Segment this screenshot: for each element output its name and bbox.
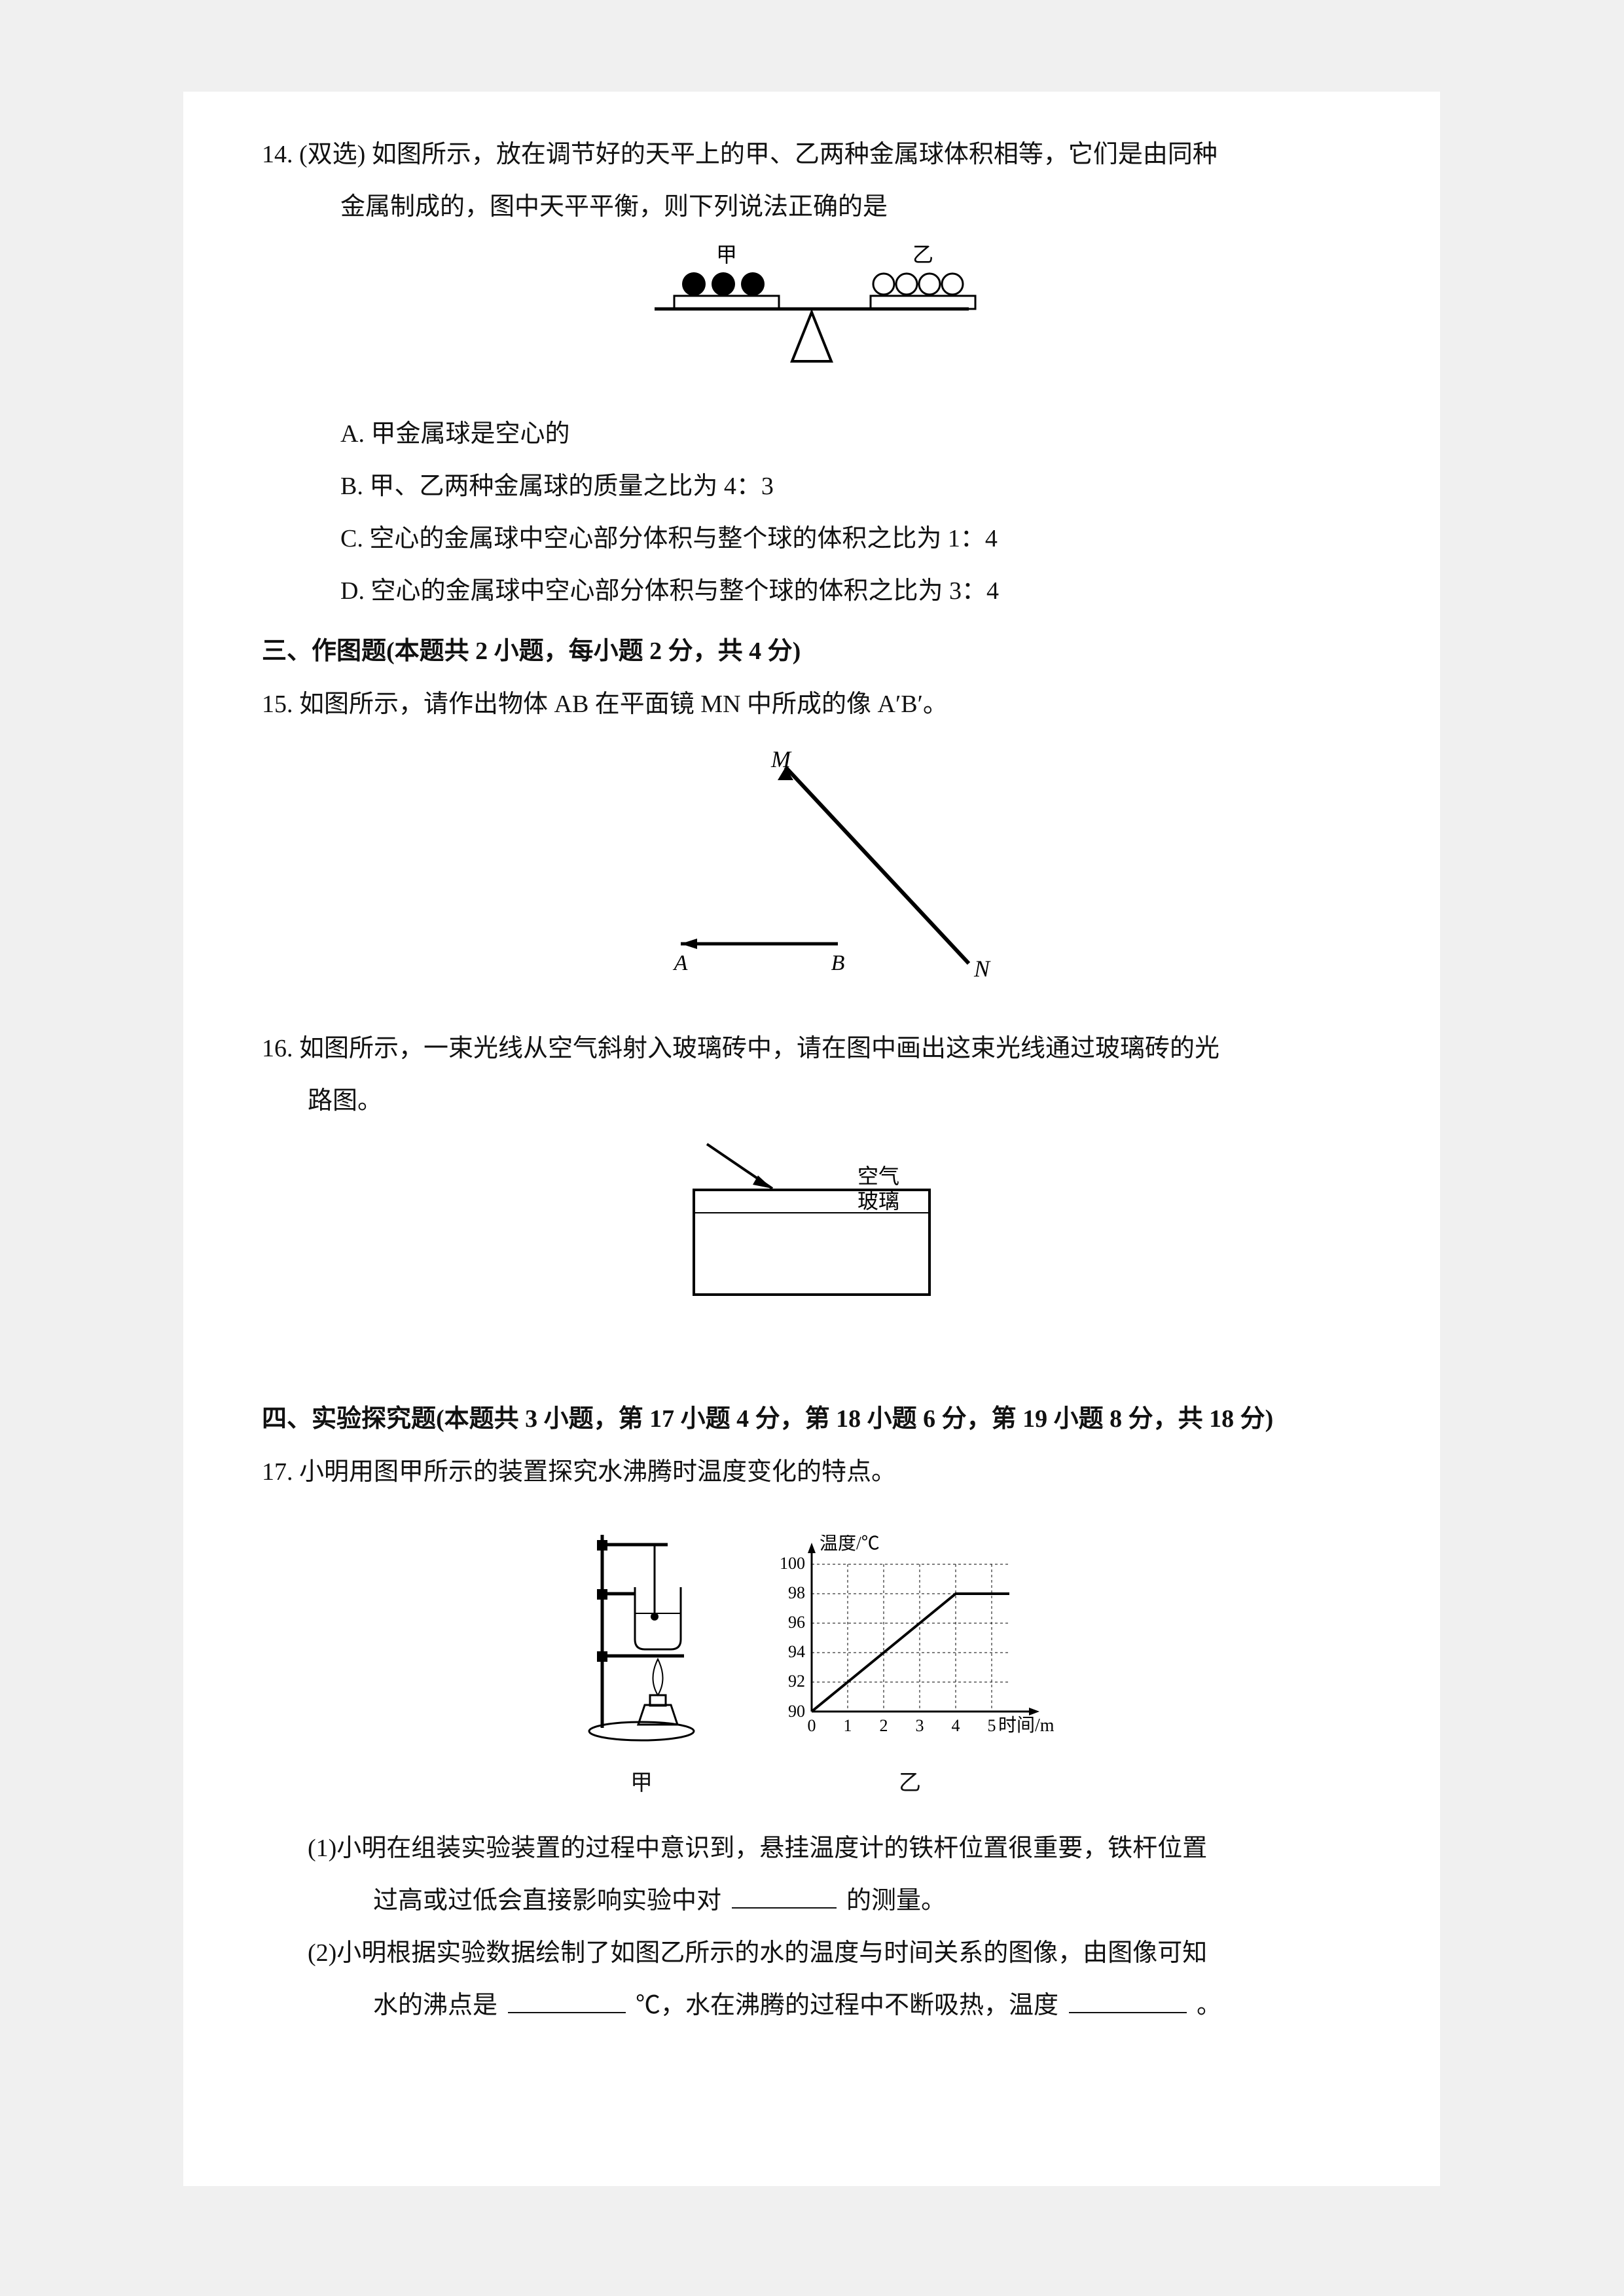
balance-diagram: 甲 乙 <box>609 243 1015 374</box>
right-pan <box>871 296 975 309</box>
caption-yi: 乙 <box>766 1763 1054 1805</box>
ball-left-2 <box>712 272 735 296</box>
q17-sub1-l2a: 过高或过低会直接影响实验中对 <box>373 1887 721 1914</box>
svg-text:90: 90 <box>788 1702 805 1721</box>
glass-diagram: 空气 玻璃 <box>655 1138 969 1308</box>
q14-opt-d: D. 空心的金属球中空心部分体积与整个球的体积之比为 3：4 <box>262 567 1362 615</box>
q14-opt-b: B. 甲、乙两种金属球的质量之比为 4：3 <box>262 463 1362 510</box>
ylabel: 温度/℃ <box>820 1535 880 1554</box>
q15-text: 如图所示，请作出物体 AB 在平面镜 MN 中所成的像 A′B′。 <box>299 691 948 718</box>
svg-text:94: 94 <box>788 1642 805 1661</box>
ball-left-3 <box>741 272 765 296</box>
svg-text:96: 96 <box>788 1613 805 1632</box>
ball-right-2 <box>896 274 917 295</box>
q16-figure: 空气 玻璃 <box>262 1138 1362 1323</box>
q17-sub1-l2b: 的测量。 <box>846 1887 946 1914</box>
label-n: N <box>973 956 991 982</box>
q17-sub2-l2a: 水的沸点是 <box>373 1992 497 2019</box>
blank-3 <box>1069 1994 1187 2013</box>
svg-text:1: 1 <box>844 1716 852 1735</box>
svg-text:92: 92 <box>788 1672 805 1691</box>
q17-number: 17. <box>262 1458 293 1486</box>
arrow-a <box>681 939 697 949</box>
section4-title: 四、实验探究题(本题共 3 小题，第 17 小题 4 分，第 18 小题 6 分… <box>262 1395 1362 1443</box>
caption-jia: 甲 <box>569 1763 713 1805</box>
q14-opt-c: C. 空心的金属球中空心部分体积与整个球的体积之比为 1：4 <box>262 515 1362 562</box>
q14-stem-l2: 金属制成的，图中天平平衡，则下列说法正确的是 <box>262 183 1362 230</box>
svg-text:3: 3 <box>916 1716 924 1735</box>
mirror-diagram: M N A B <box>602 741 1021 990</box>
svg-text:5: 5 <box>988 1716 996 1735</box>
svg-text:98: 98 <box>788 1583 805 1602</box>
xlabel: 时间/min <box>998 1715 1054 1736</box>
q16-number: 16. <box>262 1035 293 1062</box>
q14-opt-a: A. 甲金属球是空心的 <box>262 410 1362 457</box>
q17-sub2-l1: (2)小明根据实验数据绘制了如图乙所示的水的温度与时间关系的图像，由图像可知 <box>262 1929 1362 1977</box>
q17-apparatus-wrap: 甲 <box>569 1509 713 1805</box>
ball-right-3 <box>919 274 940 295</box>
label-a: A <box>673 951 688 975</box>
label-yi: 乙 <box>912 243 933 266</box>
label-air: 空气 <box>857 1164 899 1188</box>
q17-sub1-l2: 过高或过低会直接影响实验中对 的测量。 <box>262 1877 1362 1924</box>
fulcrum <box>792 312 831 361</box>
section3-title: 三、作图题(本题共 2 小题，每小题 2 分，共 4 分) <box>262 628 1362 675</box>
q16-text-l2: 路图。 <box>262 1077 1362 1124</box>
q17-sub1-l1: (1)小明在组装实验装置的过程中意识到，悬挂温度计的铁杆位置很重要，铁杆位置 <box>262 1825 1362 1872</box>
q14-number: 14. <box>262 141 293 168</box>
q17-sub2-l2c: 。 <box>1197 1992 1221 2019</box>
q15-figure: M N A B <box>262 741 1362 1005</box>
apparatus-diagram <box>569 1509 713 1744</box>
q14-stem-l1: 如图所示，放在调节好的天平上的甲、乙两种金属球体积相等，它们是由同种 <box>372 141 1218 168</box>
q16-text-l1: 如图所示，一束光线从空气斜射入玻璃砖中，请在图中画出这束光线通过玻璃砖的光 <box>299 1035 1219 1062</box>
label-jia: 甲 <box>716 243 737 266</box>
label-b: B <box>831 951 845 975</box>
q15-number: 15. <box>262 691 293 718</box>
svg-text:4: 4 <box>952 1716 960 1735</box>
svg-text:0: 0 <box>808 1716 816 1735</box>
mirror-line <box>785 767 969 963</box>
q16-line1: 16. 如图所示，一束光线从空气斜射入玻璃砖中，请在图中画出这束光线通过玻璃砖的… <box>262 1025 1362 1072</box>
ball-left-1 <box>682 272 706 296</box>
svg-text:100: 100 <box>780 1554 805 1573</box>
q14-tag: (双选) <box>299 141 365 168</box>
ball-right-1 <box>873 274 894 295</box>
q17-line: 17. 小明用图甲所示的装置探究水沸腾时温度变化的特点。 <box>262 1448 1362 1496</box>
ball-right-4 <box>942 274 963 295</box>
blank-2 <box>508 1994 626 2013</box>
q17-chart-wrap: 温度/℃ 时间/min <box>766 1535 1054 1805</box>
q17-sub2-l2b: ℃，水在沸腾的过程中不断吸热，温度 <box>636 1992 1058 2019</box>
q17-sub2-l2: 水的沸点是 ℃，水在沸腾的过程中不断吸热，温度 。 <box>262 1982 1362 2029</box>
temperature-chart: 温度/℃ 时间/min <box>766 1535 1054 1744</box>
q17-stem: 小明用图甲所示的装置探究水沸腾时温度变化的特点。 <box>299 1458 896 1486</box>
left-pan <box>674 296 779 309</box>
q14-line1: 14. (双选) 如图所示，放在调节好的天平上的甲、乙两种金属球体积相等，它们是… <box>262 131 1362 178</box>
q15-line: 15. 如图所示，请作出物体 AB 在平面镜 MN 中所成的像 A′B′。 <box>262 681 1362 728</box>
svg-text:2: 2 <box>880 1716 888 1735</box>
q14-figure: 甲 乙 <box>262 243 1362 390</box>
blank-1 <box>732 1889 837 1909</box>
q17-figures: 甲 温度/℃ 时间/min <box>262 1509 1362 1805</box>
label-glass: 玻璃 <box>857 1189 899 1213</box>
grid <box>812 1564 1008 1712</box>
exam-page: 14. (双选) 如图所示，放在调节好的天平上的甲、乙两种金属球体积相等，它们是… <box>183 92 1440 2186</box>
label-m: M <box>770 746 792 772</box>
